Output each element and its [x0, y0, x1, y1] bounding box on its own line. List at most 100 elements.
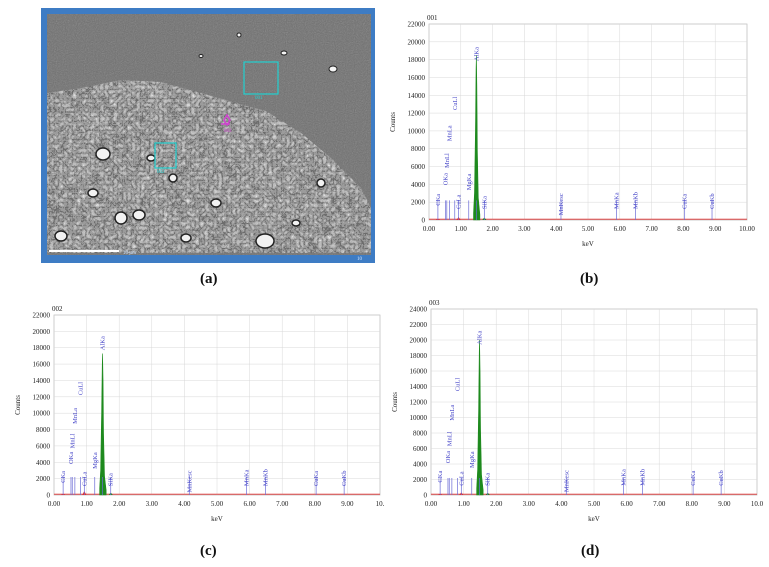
y-tick-label: 16000 — [410, 368, 428, 376]
y-axis-label: Counts — [389, 112, 397, 132]
element-label-cka: CKa — [437, 471, 444, 483]
x-tick-label: 6.00 — [243, 500, 256, 508]
y-tick-label: 8000 — [413, 430, 428, 438]
y-tick-label: 24000 — [410, 306, 428, 314]
element-label-mnla: MnLa — [72, 408, 79, 424]
y-tick-label: 16000 — [33, 361, 51, 369]
element-label-alka: AlKa — [477, 331, 484, 345]
y-tick-label: 6000 — [36, 442, 51, 450]
y-tick-label: 14000 — [33, 377, 51, 385]
x-tick-label: 2.00 — [113, 500, 126, 508]
x-tick-label: 2.00 — [486, 225, 499, 233]
y-tick-label: 10000 — [33, 410, 51, 418]
scale-label: 10 µm — [123, 251, 136, 256]
x-tick-label: 1.00 — [457, 500, 470, 508]
x-tick-label: 5.00 — [588, 500, 601, 508]
roi-label-002: 002 — [157, 170, 165, 175]
element-label-cull: CuLl — [452, 97, 459, 111]
x-tick-label: 4.00 — [550, 225, 563, 233]
caption-b: (b) — [580, 271, 599, 287]
y-tick-label: 10000 — [408, 127, 426, 135]
element-label-mnll: MnLl — [446, 431, 453, 446]
x-tick-label: 7.00 — [645, 225, 658, 233]
caption-d: (d) — [581, 543, 600, 559]
x-tick-label: 2.00 — [490, 500, 503, 508]
y-tick-label: 2000 — [36, 475, 51, 483]
x-tick-label: 4.00 — [178, 500, 191, 508]
element-label-oka: OKa — [443, 173, 450, 185]
y-tick-label: 20000 — [33, 328, 51, 336]
x-tick-label: 6.00 — [620, 500, 633, 508]
element-label-mgka: MgKa — [469, 451, 476, 468]
eds-spectrum-003: 0 2000 4000 6000 8000 10000 12000 14000 16000 180… — [391, 299, 764, 523]
roi-label-001: 001 — [255, 96, 263, 101]
y-tick-label: 18000 — [408, 56, 426, 64]
y-tick-label: 12000 — [408, 110, 426, 118]
top-surface-features — [198, 32, 338, 73]
element-label-cull: CuLl — [77, 382, 84, 396]
y-tick-label: 20000 — [408, 38, 426, 46]
y-tick-label: 8000 — [411, 145, 426, 153]
element-label-cula: CuLa — [81, 472, 88, 487]
element-label-cukb: CuKb — [709, 193, 716, 209]
x-tick-label: 3.00 — [518, 225, 531, 233]
y-tick-label: 4000 — [36, 459, 51, 467]
roi-label-003: 003 — [224, 129, 232, 134]
y-tick-label: 4000 — [411, 181, 426, 189]
element-label-cula: CuLa — [458, 471, 465, 486]
y-tick-label: 6000 — [411, 163, 426, 171]
y-tick-label: 14000 — [408, 92, 426, 100]
element-label-cula: CuLa — [456, 194, 463, 209]
spectrum-peak-area — [473, 55, 481, 221]
y-tick-label: 22000 — [410, 321, 428, 329]
sem-status-bar — [41, 255, 375, 263]
element-label-mnla: MnLa — [449, 405, 456, 421]
element-label-mnka: MnKa — [620, 469, 627, 486]
x-tick-label: 4.00 — [555, 500, 568, 508]
y-tick-label: 20000 — [410, 337, 428, 345]
y-axis-label: Counts — [391, 392, 399, 412]
y-tick-label: 18000 — [410, 352, 428, 360]
sem-corner-label: 10 — [357, 257, 363, 262]
x-tick-label: 10. — [376, 500, 385, 508]
caption-c: (c) — [200, 543, 217, 559]
y-tick-label: 10000 — [410, 414, 428, 422]
x-tick-label: 9.00 — [709, 225, 722, 233]
x-tick-label: 3.00 — [146, 500, 159, 508]
x-tick-label: 1.00 — [80, 500, 93, 508]
x-tick-label: 3.00 — [523, 500, 536, 508]
x-tick-label: 7.00 — [653, 500, 666, 508]
element-label-cukb: CuKb — [718, 470, 725, 486]
chart-title: 002 — [52, 305, 63, 313]
caption-a: (a) — [200, 271, 218, 287]
y-tick-label: 0 — [424, 492, 428, 500]
y-tick-label: 2000 — [413, 476, 428, 484]
element-label-sika: SiKa — [485, 473, 492, 486]
y-tick-label: 4000 — [413, 461, 428, 469]
element-label-alka: AlKa — [100, 336, 107, 350]
element-label-mnkesc: MnKesc — [186, 470, 193, 492]
y-axis-label: Counts — [14, 395, 22, 415]
x-tick-label: 5.00 — [211, 500, 224, 508]
x-axis-label: keV — [582, 240, 594, 248]
spectrum-peak-area — [476, 339, 484, 496]
element-label-sika: SiKa — [481, 196, 488, 209]
element-label-mnla: MnLa — [446, 125, 453, 141]
x-axis-label: keV — [588, 515, 600, 523]
y-tick-label: 22000 — [33, 312, 51, 320]
element-label-mnkesc: MnKesc — [563, 470, 570, 492]
y-tick-label: 2000 — [411, 199, 426, 207]
element-label-mnkb: MnKb — [632, 192, 639, 209]
y-tick-label: 16000 — [408, 74, 426, 82]
x-tick-label: 6.00 — [614, 225, 627, 233]
x-tick-label: 9.00 — [341, 500, 354, 508]
y-tick-label: 12000 — [33, 393, 51, 401]
y-tick-label: 0 — [47, 492, 51, 500]
element-label-mnkb: MnKb — [640, 469, 647, 486]
y-tick-label: 8000 — [36, 426, 51, 434]
element-label-cka: CKa — [435, 194, 442, 206]
sem-micrograph: 001 002 003 10 µm 10 — [41, 14, 375, 263]
element-label-mnka: MnKa — [243, 469, 250, 486]
x-tick-label: 9.00 — [718, 500, 731, 508]
x-tick-label: 8.00 — [309, 500, 322, 508]
